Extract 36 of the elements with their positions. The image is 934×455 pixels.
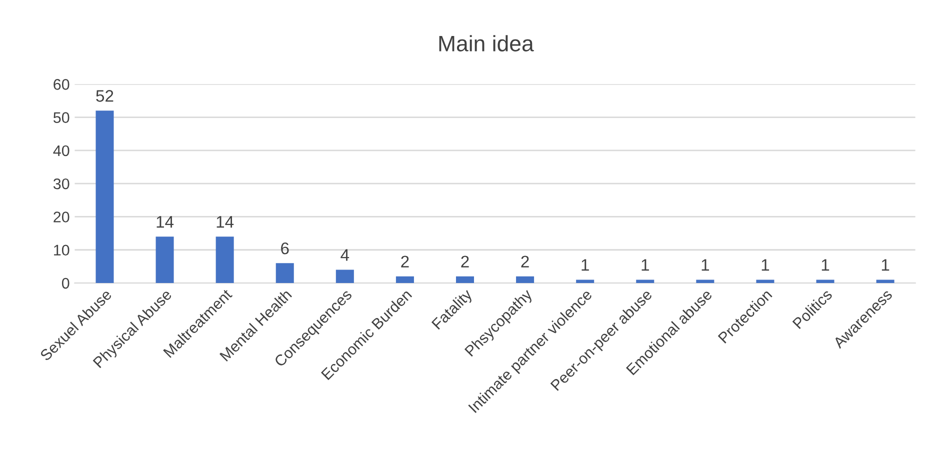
data-label: 1: [582, 259, 589, 271]
data-label: 2: [401, 256, 409, 268]
bar: [636, 280, 654, 284]
bar: [516, 276, 534, 284]
bar: [96, 110, 114, 284]
bar: [876, 280, 894, 284]
y-tick-label: 10: [54, 244, 70, 256]
bar: [156, 236, 174, 284]
bar: [696, 280, 714, 284]
y-tick-label: 20: [54, 212, 70, 222]
data-label: 2: [461, 256, 469, 268]
data-label: 2: [521, 256, 529, 268]
bar: [396, 276, 414, 284]
y-tick-label: 30: [53, 178, 70, 190]
bar: [456, 276, 474, 284]
data-label: 52: [96, 90, 114, 102]
bar: [756, 280, 774, 284]
y-tick-label: 50: [53, 112, 70, 123]
bar: [816, 280, 834, 284]
data-label: 1: [762, 259, 770, 271]
data-label: 1: [822, 259, 830, 271]
y-tick-label: 0: [62, 278, 70, 289]
bar: [576, 280, 594, 284]
y-tick-label: 40: [53, 145, 70, 156]
data-label: 6: [281, 242, 289, 254]
data-label: 4: [340, 249, 350, 261]
chart-title: Main idea: [439, 35, 534, 52]
y-tick-label: 60: [54, 79, 70, 90]
bar: [336, 270, 354, 284]
bar: [276, 263, 294, 284]
data-label: 1: [882, 259, 890, 271]
bar: [216, 236, 234, 284]
data-label: 14: [156, 216, 174, 228]
data-label: 14: [216, 216, 234, 228]
data-label: 1: [702, 259, 709, 271]
data-label: 1: [642, 259, 649, 271]
